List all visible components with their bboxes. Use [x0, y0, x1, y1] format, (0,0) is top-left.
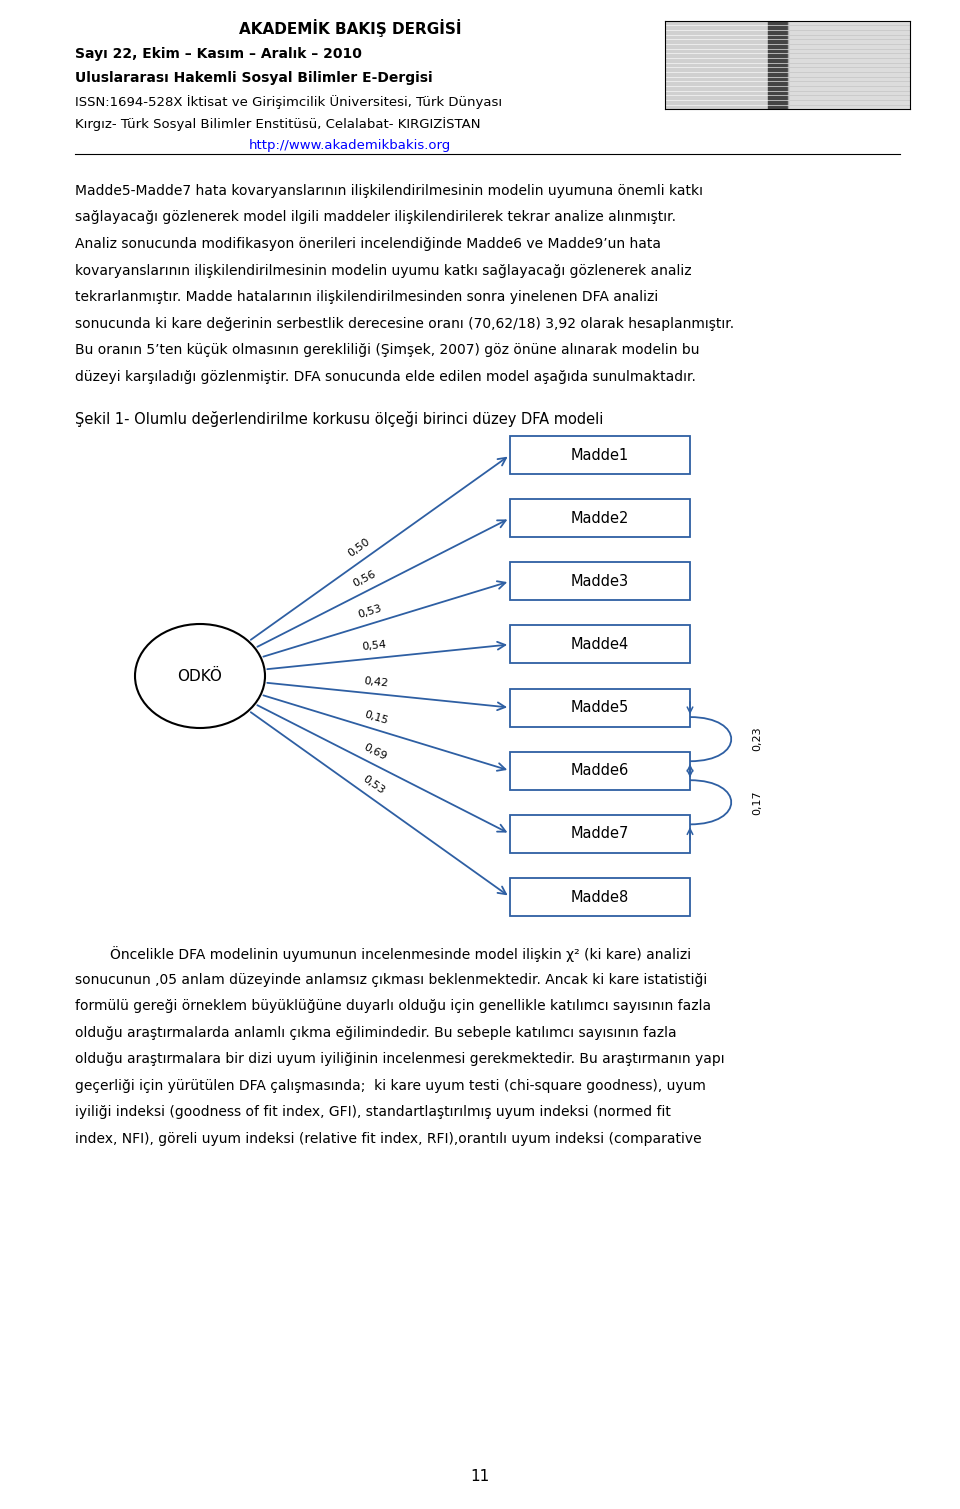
Bar: [768, 21, 787, 109]
Text: 0,15: 0,15: [363, 709, 390, 726]
Text: Madde6: Madde6: [571, 764, 629, 779]
Text: iyiliği indeksi (goodness of fit index, GFI), standartlaştırılmış uyum indeksi (: iyiliği indeksi (goodness of fit index, …: [75, 1105, 671, 1120]
Text: 0,54: 0,54: [361, 640, 387, 652]
Text: ODKÖ: ODKÖ: [178, 668, 223, 684]
Text: 0,56: 0,56: [351, 569, 377, 589]
Text: Sayı 22, Ekim – Kasım – Aralık – 2010: Sayı 22, Ekim – Kasım – Aralık – 2010: [75, 47, 362, 60]
Text: Uluslararası Hakemli Sosyal Bilimler E-Dergisi: Uluslararası Hakemli Sosyal Bilimler E-D…: [75, 71, 433, 85]
Text: http://www.akademikbakis.org: http://www.akademikbakis.org: [249, 139, 451, 152]
Text: geçerliği için yürütülen DFA çalışmasında;  ki kare uyum testi (chi-square goodn: geçerliği için yürütülen DFA çalışmasınd…: [75, 1079, 706, 1093]
Text: 0,53: 0,53: [360, 774, 386, 795]
Text: sonucunda ki kare değerinin serbestlik derecesine oranı (70,62/18) 3,92 olarak h: sonucunda ki kare değerinin serbestlik d…: [75, 317, 734, 330]
Text: sonucunun ,05 anlam düzeyinde anlamsız çıkması beklenmektedir. Ancak ki kare ist: sonucunun ,05 anlam düzeyinde anlamsız ç…: [75, 972, 708, 987]
Text: AKADEMİK BAKIŞ DERGİSİ: AKADEMİK BAKIŞ DERGİSİ: [239, 20, 461, 38]
Text: index, NFI), göreli uyum indeksi (relative fit index, RFI),orantılı uyum indeksi: index, NFI), göreli uyum indeksi (relati…: [75, 1132, 702, 1145]
Bar: [787, 21, 910, 109]
Text: 0,42: 0,42: [364, 676, 389, 688]
Text: olduğu araştırmalara bir dizi uyum iyiliğinin incelenmesi gerekmektedir. Bu araş: olduğu araştırmalara bir dizi uyum iyili…: [75, 1052, 725, 1065]
Text: sağlayacağı gözlenerek model ilgili maddeler ilişkilendirilerek tekrar analize a: sağlayacağı gözlenerek model ilgili madd…: [75, 210, 676, 225]
Text: kovaryanslarının ilişkilendirilmesinin modelin uyumu katkı sağlayacağı gözlenere: kovaryanslarının ilişkilendirilmesinin m…: [75, 264, 691, 278]
Text: Kırgız- Türk Sosyal Bilimler Enstitüsü, Celalabat- KIRGIZİSTAN: Kırgız- Türk Sosyal Bilimler Enstitüsü, …: [75, 118, 481, 131]
Text: Madde2: Madde2: [571, 510, 629, 525]
Text: 11: 11: [470, 1468, 490, 1483]
Text: Şekil 1- Olumlu değerlendirilme korkusu ölçeği birinci düzey DFA modeli: Şekil 1- Olumlu değerlendirilme korkusu …: [75, 410, 604, 427]
Text: Madde3: Madde3: [571, 573, 629, 589]
Text: Bu oranın 5’ten küçük olmasının gerekliliği (Şimşek, 2007) göz önüne alınarak mo: Bu oranın 5’ten küçük olmasının gereklil…: [75, 343, 700, 358]
Text: 0,53: 0,53: [356, 604, 383, 620]
Text: 0,69: 0,69: [362, 741, 389, 762]
Text: düzeyi karşıladığı gözlenmiştir. DFA sonucunda elde edilen model aşağıda sunulma: düzeyi karşıladığı gözlenmiştir. DFA son…: [75, 370, 696, 383]
Text: Madde1: Madde1: [571, 448, 629, 462]
Text: Analiz sonucunda modifikasyon önerileri incelendiğinde Madde6 ve Madde9’un hata: Analiz sonucunda modifikasyon önerileri …: [75, 237, 661, 250]
Text: Madde8: Madde8: [571, 889, 629, 904]
Text: 0,23: 0,23: [752, 727, 762, 751]
Text: 0,17: 0,17: [752, 791, 762, 815]
Text: formülü gereği örneklem büyüklüğüne duyarlı olduğu için genellikle katılımcı say: formülü gereği örneklem büyüklüğüne duya…: [75, 999, 711, 1013]
Text: Madde5-Madde7 hata kovaryanslarının ilişkilendirilmesinin modelin uyumuna önemli: Madde5-Madde7 hata kovaryanslarının iliş…: [75, 184, 703, 198]
Text: 0,50: 0,50: [347, 537, 372, 558]
Text: ISSN:1694-528X İktisat ve Girişimcilik Üniversitesi, Türk Dünyası: ISSN:1694-528X İktisat ve Girişimcilik Ü…: [75, 95, 502, 109]
Text: Öncelikle DFA modelinin uyumunun incelenmesinde model ilişkin χ² (ki kare) anali: Öncelikle DFA modelinin uyumunun incelen…: [75, 946, 691, 961]
Text: tekrarlanmıştır. Madde hatalarının ilişkilendirilmesinden sonra yinelenen DFA an: tekrarlanmıştır. Madde hatalarının ilişk…: [75, 290, 659, 303]
Text: Madde4: Madde4: [571, 637, 629, 652]
Text: Madde5: Madde5: [571, 700, 629, 715]
Text: Madde7: Madde7: [571, 827, 629, 842]
Text: olduğu araştırmalarda anlamlı çıkma eğilimindedir. Bu sebeple katılımcı sayısını: olduğu araştırmalarda anlamlı çıkma eğil…: [75, 1026, 677, 1040]
